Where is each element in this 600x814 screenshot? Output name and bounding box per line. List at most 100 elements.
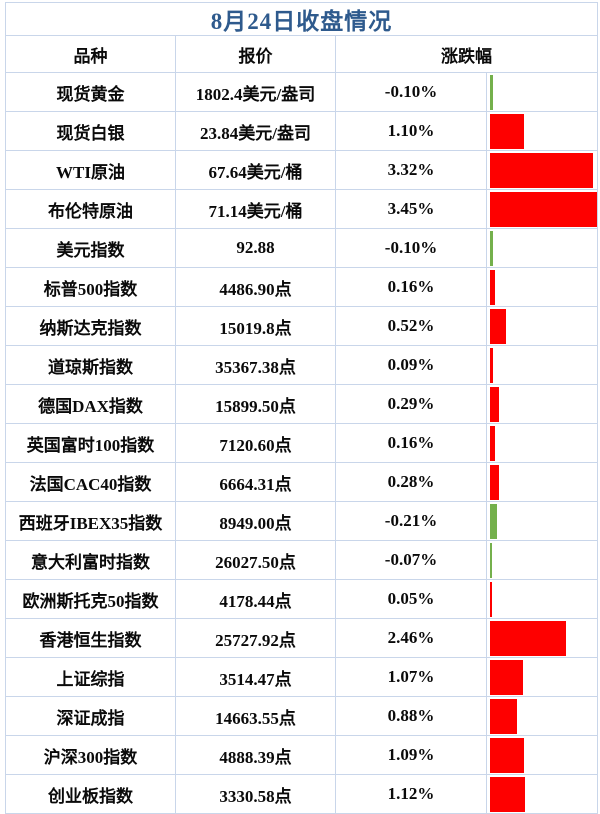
quote-value: 14663.55点 [176, 697, 336, 735]
change-bar [490, 542, 493, 578]
change-bar [490, 191, 597, 227]
change-bar [490, 425, 495, 461]
table-row: 西班牙IBEX35指数 8949.00点 -0.21% [6, 502, 597, 541]
instrument-name: 深证成指 [6, 697, 176, 735]
bar-cell [487, 190, 597, 228]
pct-change-label: 0.16% [336, 268, 487, 306]
quote-value: 35367.38点 [176, 346, 336, 384]
table-row: WTI原油 67.64美元/桶 3.32% [6, 151, 597, 190]
instrument-name: 英国富时100指数 [6, 424, 176, 462]
pct-change-label: 0.52% [336, 307, 487, 345]
table-row: 意大利富时指数 26027.50点 -0.07% [6, 541, 597, 580]
instrument-name: 上证综指 [6, 658, 176, 696]
instrument-name: 法国CAC40指数 [6, 463, 176, 501]
bar-cell [487, 151, 597, 189]
bar-cell [487, 424, 597, 462]
pct-change-label: -0.07% [336, 541, 487, 579]
quote-value: 26027.50点 [176, 541, 336, 579]
quote-value: 4178.44点 [176, 580, 336, 618]
change-bar [490, 230, 494, 266]
column-header-instrument: 品种 [6, 36, 176, 72]
quote-value: 1802.4美元/盎司 [176, 73, 336, 111]
instrument-name: 沪深300指数 [6, 736, 176, 774]
bar-cell [487, 580, 597, 618]
bar-cell [487, 697, 597, 735]
change-bar [490, 464, 499, 500]
quote-value: 6664.31点 [176, 463, 336, 501]
page-title: 8月24日收盘情况 [210, 9, 393, 34]
table-row: 现货黄金 1802.4美元/盎司 -0.10% [6, 73, 597, 112]
bar-cell [487, 736, 597, 774]
quote-value: 25727.92点 [176, 619, 336, 657]
column-header-quote: 报价 [176, 36, 336, 72]
instrument-name: 标普500指数 [6, 268, 176, 306]
bar-cell [487, 112, 597, 150]
instrument-name: 创业板指数 [6, 775, 176, 813]
change-bar [490, 737, 524, 773]
change-bar [490, 347, 493, 383]
table-row: 纳斯达克指数 15019.8点 0.52% [6, 307, 597, 346]
table-row: 香港恒生指数 25727.92点 2.46% [6, 619, 597, 658]
bar-cell [487, 619, 597, 657]
pct-change-label: 3.32% [336, 151, 487, 189]
table-row: 现货白银 23.84美元/盎司 1.10% [6, 112, 597, 151]
closing-prices-table: 8月24日收盘情况 品种 报价 涨跌幅 现货黄金 1802.4美元/盎司 -0.10… [5, 2, 598, 814]
quote-value: 4888.39点 [176, 736, 336, 774]
bar-cell [487, 229, 597, 267]
pct-change-label: -0.10% [336, 73, 487, 111]
pct-change-label: 1.09% [336, 736, 487, 774]
pct-change-label: -0.10% [336, 229, 487, 267]
instrument-name: 西班牙IBEX35指数 [6, 502, 176, 540]
quote-value: 7120.60点 [176, 424, 336, 462]
change-bar [490, 152, 593, 188]
bar-cell [487, 307, 597, 345]
instrument-name: 意大利富时指数 [6, 541, 176, 579]
table-body: 现货黄金 1802.4美元/盎司 -0.10% 现货白银 23.84美元/盎司 1.10%… [6, 73, 597, 813]
pct-change-label: 1.10% [336, 112, 487, 150]
bar-cell [487, 346, 597, 384]
change-bar [490, 308, 507, 344]
table-row: 创业板指数 3330.58点 1.12% [6, 775, 597, 813]
bar-cell [487, 385, 597, 423]
table-row: 上证综指 3514.47点 1.07% [6, 658, 597, 697]
quote-value: 15899.50点 [176, 385, 336, 423]
change-bar [490, 620, 567, 656]
pct-change-label: 0.88% [336, 697, 487, 735]
table-row: 沪深300指数 4888.39点 1.09% [6, 736, 597, 775]
quote-value: 4486.90点 [176, 268, 336, 306]
table-row: 英国富时100指数 7120.60点 0.16% [6, 424, 597, 463]
pct-change-label: 2.46% [336, 619, 487, 657]
instrument-name: 现货黄金 [6, 73, 176, 111]
column-header-change: 涨跌幅 [441, 46, 492, 66]
table-row: 标普500指数 4486.90点 0.16% [6, 268, 597, 307]
bar-cell [487, 775, 597, 813]
pct-change-label: 1.07% [336, 658, 487, 696]
pct-change-label: 1.12% [336, 775, 487, 813]
pct-change-label: 3.45% [336, 190, 487, 228]
quote-value: 67.64美元/桶 [176, 151, 336, 189]
instrument-name: 布伦特原油 [6, 190, 176, 228]
pct-change-label: 0.16% [336, 424, 487, 462]
bar-cell [487, 73, 597, 111]
quote-value: 3514.47点 [176, 658, 336, 696]
change-bar [490, 659, 524, 695]
table-header-row: 品种 报价 涨跌幅 [6, 36, 597, 73]
pct-change-label: -0.21% [336, 502, 487, 540]
bar-cell [487, 268, 597, 306]
change-bar [490, 581, 492, 617]
change-bar [490, 503, 497, 539]
pct-change-label: 0.28% [336, 463, 487, 501]
change-bar [490, 113, 525, 149]
table-row: 布伦特原油 71.14美元/桶 3.45% [6, 190, 597, 229]
quote-value: 92.88 [176, 229, 336, 267]
table-row: 欧洲斯托克50指数 4178.44点 0.05% [6, 580, 597, 619]
quote-value: 15019.8点 [176, 307, 336, 345]
instrument-name: WTI原油 [6, 151, 176, 189]
bar-cell [487, 463, 597, 501]
instrument-name: 香港恒生指数 [6, 619, 176, 657]
quote-value: 3330.58点 [176, 775, 336, 813]
pct-change-label: 0.29% [336, 385, 487, 423]
instrument-name: 欧洲斯托克50指数 [6, 580, 176, 618]
change-bar [490, 776, 525, 812]
bar-cell [487, 502, 597, 540]
